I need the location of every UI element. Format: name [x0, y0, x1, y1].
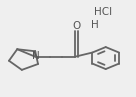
Text: HCl: HCl: [94, 7, 112, 17]
Text: H: H: [91, 20, 99, 30]
Text: O: O: [72, 21, 81, 31]
Text: N: N: [33, 51, 40, 61]
